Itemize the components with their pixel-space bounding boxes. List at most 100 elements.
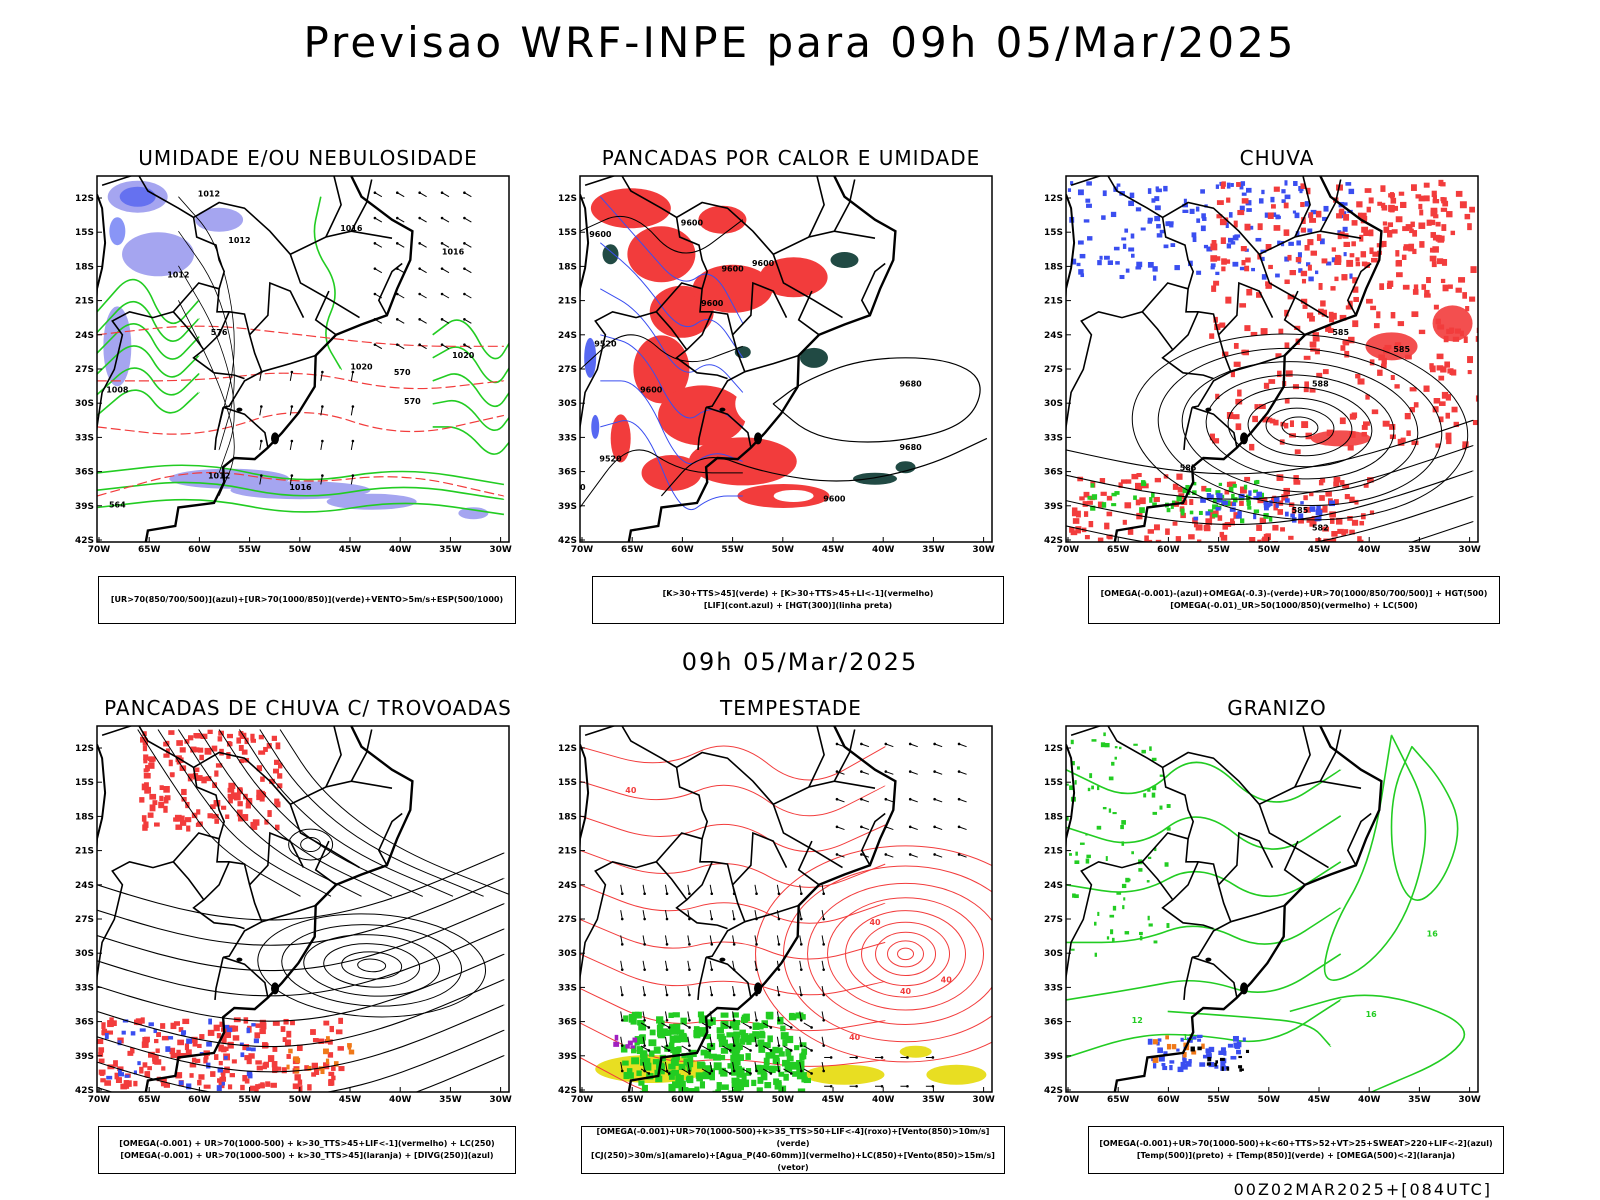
hail-area (1242, 1037, 1246, 1042)
rain-area (1097, 260, 1102, 266)
rain-area (1290, 513, 1295, 518)
wind-vector (910, 854, 918, 858)
thunderstorm-area (211, 745, 218, 752)
wind-vector-head (667, 1026, 671, 1029)
rain-area (1258, 198, 1264, 204)
contour-label: 9680 (899, 380, 922, 389)
divergence-area (137, 1061, 141, 1066)
rain-area (1263, 505, 1269, 511)
rain-area (1365, 394, 1370, 400)
temperature-contour (1131, 851, 1134, 855)
wind-vector-head (957, 825, 961, 829)
rain-area (1382, 420, 1390, 427)
wind-vector-head (906, 1084, 909, 1088)
rain-area (1300, 501, 1304, 505)
instability-area (799, 347, 828, 368)
contour-label: 585 (1332, 328, 1349, 337)
wind-area (742, 1079, 750, 1088)
wind-vector-head (708, 1072, 712, 1075)
temperature-contour (1148, 923, 1153, 927)
rain-area (1147, 529, 1154, 534)
wind-vector (958, 798, 967, 803)
rain-area (1462, 441, 1469, 448)
rain-area (1235, 515, 1242, 519)
wind-area (774, 1081, 782, 1090)
wind-vector-head (373, 343, 377, 346)
rain-area (1147, 261, 1154, 268)
hail-area (1177, 1066, 1184, 1073)
lat-tick-label: 12S (558, 194, 577, 204)
rain-area (1230, 241, 1236, 245)
rain-area (1389, 424, 1396, 430)
thunderstorm-area (273, 759, 280, 765)
thunderstorm-area (143, 759, 148, 764)
wind-vector-head (810, 1026, 813, 1029)
rain-area (1273, 419, 1279, 426)
hail-area (1220, 1047, 1226, 1052)
wind-area (801, 1048, 808, 1055)
wind-area (653, 1046, 661, 1054)
wind-area (706, 1043, 715, 1051)
wind-vector (397, 192, 405, 198)
wind-area (789, 1012, 795, 1020)
rain-area (1249, 537, 1256, 542)
hgt-contour (580, 215, 744, 254)
thunderstorm-area (176, 740, 183, 746)
rain-area (1327, 328, 1334, 334)
rain-area (1391, 229, 1398, 234)
wind-area (699, 1081, 706, 1089)
wind-vector-head (710, 892, 714, 895)
wind-vector-head (260, 405, 263, 408)
rain-area (1283, 202, 1289, 209)
rain-area (1395, 216, 1403, 223)
rain-area (1404, 412, 1411, 420)
rain-area (1343, 214, 1350, 221)
thunderstorm-area (143, 772, 151, 779)
rain-area (1233, 414, 1240, 420)
lat-tick-label: 12S (558, 744, 577, 754)
rain-area (1196, 270, 1202, 275)
border-line (732, 281, 788, 336)
hail-area (1223, 1066, 1229, 1070)
geopotential-contour (1066, 419, 1474, 475)
thunderstorm-area (133, 1080, 138, 1087)
cloud-area (195, 207, 244, 232)
rain-area (1275, 214, 1280, 220)
rain-area (1467, 223, 1472, 231)
thunderstorm-area (130, 1047, 135, 1054)
wind-area (746, 1039, 752, 1045)
rain-area (1348, 336, 1355, 344)
lat-tick-label: 27S (1044, 915, 1063, 925)
divergence-area (148, 1022, 154, 1027)
temperature-contour (1120, 824, 1124, 830)
rain-area (1300, 298, 1308, 304)
temperature-contour (1323, 734, 1427, 981)
rain-area (1331, 537, 1337, 542)
border-line (1183, 957, 1193, 1000)
rain-area (1227, 237, 1234, 243)
divergence-area (223, 1055, 228, 1060)
lon-tick-label: 55W (238, 545, 261, 555)
rain-area (1284, 342, 1290, 349)
rain-area (1232, 235, 1239, 241)
rain-area (1352, 286, 1359, 293)
divergence-area (122, 1019, 129, 1023)
wind-vector (640, 1022, 650, 1028)
wind-vector (885, 771, 894, 775)
thunderstorm-area (227, 1084, 233, 1090)
streamline (97, 979, 505, 1048)
wind-vector (642, 1061, 646, 1072)
wind-vector-head (620, 968, 624, 971)
rain-area (1210, 243, 1218, 251)
rain-area (1459, 201, 1467, 209)
temperature-contour (1152, 785, 1157, 791)
wind-vector (441, 217, 450, 223)
thunderstorm-area (307, 1084, 312, 1091)
rain-area (1195, 524, 1203, 531)
lat-tick-label: 24S (1044, 881, 1063, 891)
rain-area (1359, 234, 1364, 242)
thunderstorm-area (197, 1043, 202, 1048)
humidity-contour (97, 498, 505, 516)
convection-area (610, 414, 631, 463)
thunderstorm-area (170, 1022, 177, 1030)
